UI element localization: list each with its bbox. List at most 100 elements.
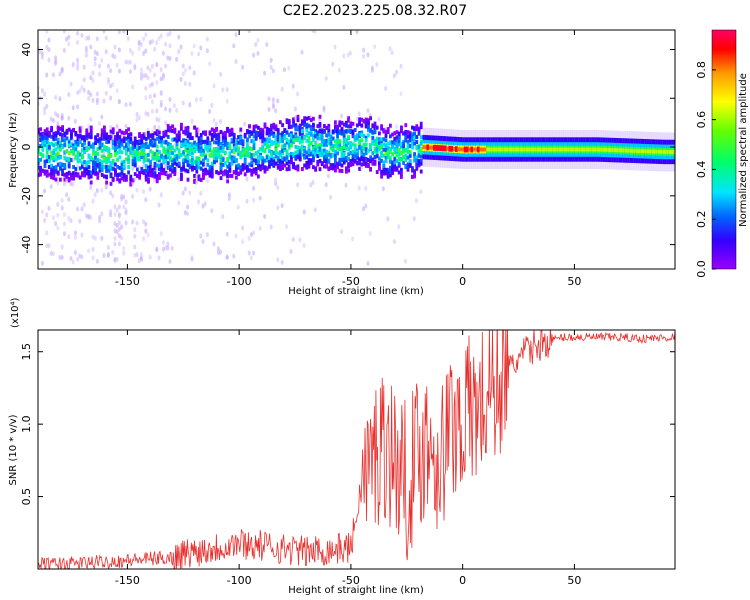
spectrogram-cell <box>208 131 212 136</box>
spectrogram-cell <box>138 151 141 156</box>
spectrogram-cell <box>39 138 42 143</box>
spectrogram-cell <box>364 161 368 166</box>
spectrogram-cell <box>213 146 216 151</box>
spectrogram-cell <box>149 139 152 144</box>
spectrogram-cell <box>103 125 106 130</box>
spectrogram-cell <box>191 167 194 172</box>
spectrogram-cell <box>162 147 166 152</box>
spectrogram-cell <box>83 141 86 146</box>
spectrogram-cell <box>81 143 84 148</box>
spectrogram-cell <box>72 165 75 170</box>
spectrogram-cell <box>131 84 135 90</box>
spectrogram-cell <box>384 158 388 163</box>
spectrogram-cell <box>400 126 403 131</box>
spectrogram-cell <box>76 57 80 63</box>
spectrogram-cell <box>70 149 73 154</box>
spectrogram-cell <box>419 154 423 159</box>
spectrogram-cell <box>239 153 243 158</box>
spectrogram-cell <box>76 163 80 169</box>
spectrogram-cell <box>415 158 419 163</box>
spectrogram-cell <box>292 134 295 139</box>
spectrogram-cell <box>56 121 60 127</box>
spectrogram-cell <box>51 72 55 78</box>
spectrogram-cell <box>96 175 100 180</box>
spectrogram-cell <box>375 147 379 152</box>
spectrogram-cell <box>116 164 119 169</box>
spectrogram-cell <box>182 167 185 172</box>
spectrogram-cell <box>161 72 165 78</box>
spectrogram-cell <box>50 141 53 146</box>
spectrogram-cell <box>166 241 170 247</box>
spectrogram-cell <box>346 52 350 58</box>
spectrogram-cell <box>406 139 410 144</box>
spectrogram-cell <box>364 150 368 155</box>
spectrogram-cell <box>318 132 322 137</box>
spectrogram-cell <box>133 139 137 144</box>
spectrogram-cell <box>65 149 69 154</box>
spectrogram-cell <box>241 151 245 156</box>
spectrogram-cell <box>94 163 97 168</box>
spectrogram-cell <box>303 163 306 168</box>
spectrogram-cell <box>175 155 179 160</box>
spectrogram-cell <box>349 162 353 167</box>
spectrogram-cell <box>45 72 49 78</box>
spectrogram-cell <box>65 36 69 42</box>
spectrogram-cell <box>351 236 355 242</box>
spectrogram-cell <box>252 230 256 236</box>
spectrogram-cell <box>107 155 111 160</box>
spectrogram-cell <box>142 143 146 148</box>
spectrogram-cell <box>59 132 62 137</box>
spectrogram-cell <box>151 133 155 138</box>
spectrogram-cell <box>362 147 366 152</box>
spectrogram-cell <box>78 139 82 144</box>
spectrogram-cell <box>120 130 124 135</box>
spectrogram-cell <box>94 171 97 176</box>
spectrogram-cell <box>118 144 122 149</box>
spectrogram-cell <box>199 151 203 156</box>
spectrogram-cell <box>342 145 346 150</box>
spectrogram-cell <box>50 150 53 155</box>
spectrogram-cell <box>345 166 348 171</box>
spectrogram-cell <box>417 163 421 168</box>
spectrogram-cell <box>360 162 364 167</box>
spectrogram-cell <box>60 68 64 74</box>
spectrogram-cell <box>43 139 47 144</box>
spectrogram-cell <box>312 165 315 170</box>
spectrogram-cell <box>61 172 64 177</box>
spectrogram-cell <box>230 127 234 132</box>
spectrogram-cell <box>157 125 161 131</box>
spectrogram-cell <box>347 118 350 123</box>
spectrogram-cell <box>362 142 366 147</box>
spectrogram-cell <box>285 161 289 166</box>
spectrogram-cell <box>395 69 399 75</box>
spectrogram-cell <box>419 121 423 126</box>
spectrogram-cell <box>633 148 637 153</box>
spectrogram-cell <box>241 225 245 231</box>
spectrogram-cell <box>378 146 381 151</box>
spectrogram-cell <box>61 162 64 167</box>
x-tick-label: -100 <box>227 275 252 288</box>
spectrogram-cell <box>81 136 84 141</box>
spectrogram-cell <box>50 134 53 139</box>
spectrogram-cell <box>307 123 311 128</box>
spectrogram-cell <box>565 147 569 152</box>
spectrogram-cell <box>169 146 172 151</box>
spectrogram-cell <box>323 129 326 134</box>
spectrogram-cell <box>345 123 348 128</box>
spectrogram-cell <box>576 147 580 152</box>
spectrogram-cell <box>133 159 137 164</box>
spectrogram-cell <box>382 129 386 134</box>
spectrogram-cell <box>224 142 227 147</box>
spectrogram-cell <box>208 172 212 177</box>
spectrogram-cell <box>246 137 249 142</box>
spectrogram-cell <box>388 46 392 52</box>
spectrogram-cell <box>177 154 181 159</box>
spectrogram-cell <box>82 87 86 93</box>
spectrogram-cell <box>63 131 67 136</box>
spectrogram-cell <box>298 146 302 151</box>
spectrogram-cell <box>541 147 545 152</box>
spectrogram-cell <box>193 149 196 154</box>
spectrogram-cell <box>39 132 42 137</box>
spectrogram-cell <box>182 138 185 143</box>
spectrogram-cell <box>265 166 269 171</box>
